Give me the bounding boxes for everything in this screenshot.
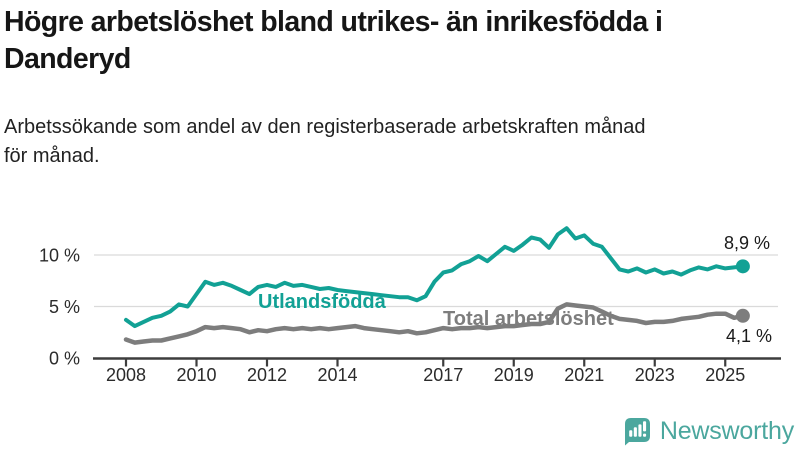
series-end-dot-utlandsfodda (735, 259, 750, 274)
x-tick-label: 2019 (494, 365, 534, 385)
end-value-label-utlandsfodda: 8,9 % (724, 233, 770, 253)
x-tick-label: 2014 (317, 365, 357, 385)
y-tick-labels: 0 % 5 % 10 % (39, 246, 80, 369)
y-gridlines (94, 254, 778, 308)
chart-subtitle: Arbetssökande som andel av den registerb… (4, 113, 798, 171)
series-label-utlandsfodda: Utlandsfödda (258, 291, 387, 313)
page-title-line2: Danderyd (4, 43, 131, 75)
x-tick-label: 2012 (247, 365, 287, 385)
page-title-line1: Högre arbetslöshet bland utrikes- än inr… (4, 6, 663, 38)
brand-name: Newsworthy (659, 416, 794, 445)
series-end-dot-total (735, 308, 750, 323)
page-title: Högre arbetslöshet bland utrikes- än inr… (4, 4, 798, 78)
x-tick-label: 2017 (423, 365, 463, 385)
line-chart: 0 % 5 % 10 % 2008 2010 2012 2014 2017 20… (39, 226, 781, 385)
y-tick-label: 10 % (39, 246, 80, 266)
chart-subtitle-line1: Arbetssökande som andel av den registerb… (4, 116, 646, 138)
y-tick-label: 0 % (49, 349, 80, 369)
x-tick-label: 2023 (635, 365, 675, 385)
bar-chart-speech-bubble-icon (624, 418, 650, 446)
newsworthy-logo: Newsworthy (623, 416, 794, 446)
chart-subtitle-line2: för månad. (4, 145, 100, 167)
x-tick-label: 2010 (176, 365, 216, 385)
x-tick-label: 2025 (705, 365, 745, 385)
end-value-label-total: 4,1 % (726, 326, 772, 346)
x-axis-ticks (124, 358, 727, 367)
series-label-total-arbetsloshet: Total arbetslöshet (443, 308, 614, 330)
series-line-utlandsfodda (124, 226, 745, 329)
x-tick-label: 2021 (564, 365, 604, 385)
x-tick-label: 2008 (106, 365, 146, 385)
y-tick-label: 5 % (49, 297, 80, 317)
series-line-total-arbetsloshet (123, 302, 746, 345)
x-tick-labels: 2008 2010 2012 2014 2017 2019 2021 2023 … (106, 365, 745, 385)
